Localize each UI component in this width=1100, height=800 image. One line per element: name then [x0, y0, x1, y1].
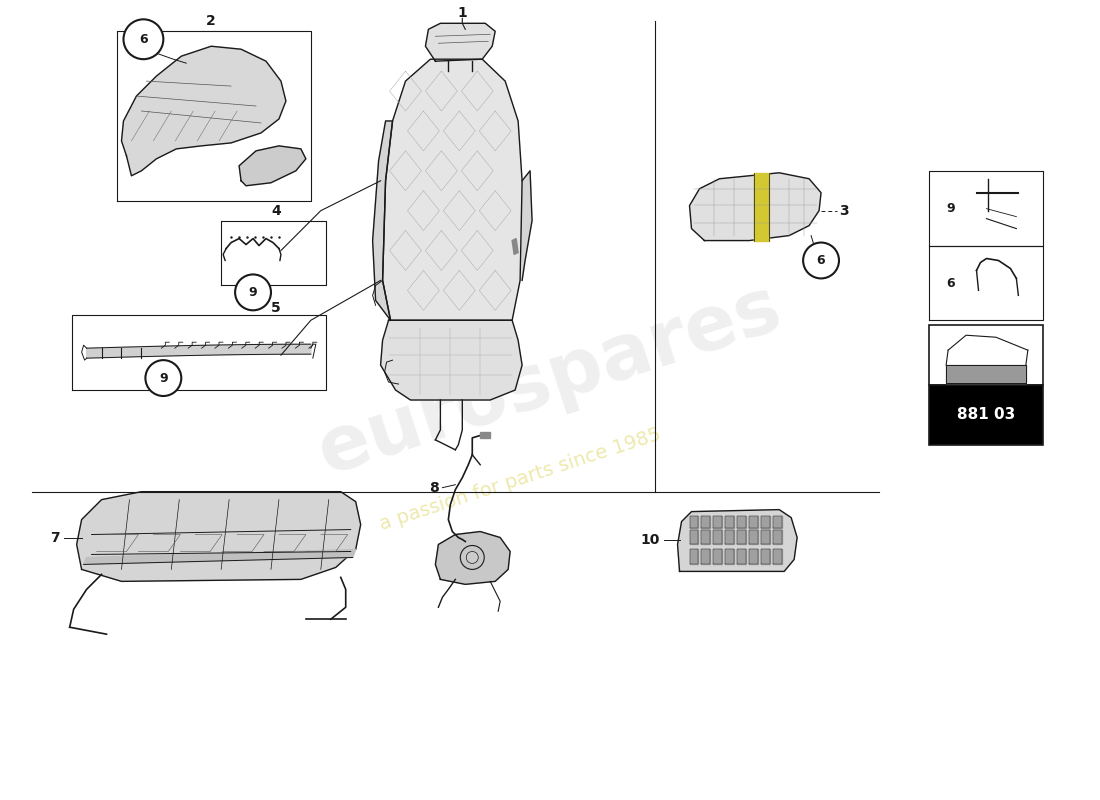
Polygon shape [737, 515, 746, 527]
Polygon shape [481, 432, 491, 438]
Polygon shape [426, 23, 495, 61]
Polygon shape [714, 550, 723, 565]
Polygon shape [737, 550, 746, 565]
Polygon shape [690, 550, 698, 565]
Polygon shape [383, 59, 522, 320]
Polygon shape [761, 550, 770, 565]
Text: 6: 6 [816, 254, 825, 267]
Polygon shape [678, 510, 798, 571]
Text: 9: 9 [160, 371, 167, 385]
Text: eurospares: eurospares [309, 270, 791, 490]
Polygon shape [436, 531, 510, 584]
Polygon shape [702, 515, 711, 527]
Text: 6: 6 [946, 277, 955, 290]
Polygon shape [749, 530, 758, 545]
Circle shape [235, 274, 271, 310]
Polygon shape [121, 46, 286, 176]
Polygon shape [84, 550, 355, 565]
Circle shape [466, 551, 478, 563]
Polygon shape [373, 121, 393, 320]
Polygon shape [737, 530, 746, 545]
Polygon shape [773, 515, 782, 527]
Text: 9: 9 [249, 286, 257, 299]
Polygon shape [513, 238, 518, 254]
Polygon shape [773, 530, 782, 545]
Polygon shape [87, 344, 311, 358]
Text: 6: 6 [139, 33, 147, 46]
Polygon shape [714, 530, 723, 545]
Circle shape [803, 242, 839, 278]
Polygon shape [702, 550, 711, 565]
Circle shape [145, 360, 182, 396]
Text: 9: 9 [946, 202, 955, 215]
Text: 4: 4 [271, 204, 281, 218]
Polygon shape [749, 550, 758, 565]
Text: a passion for parts since 1985: a passion for parts since 1985 [377, 425, 663, 534]
Polygon shape [690, 515, 698, 527]
Polygon shape [725, 550, 735, 565]
Circle shape [123, 19, 163, 59]
Polygon shape [725, 530, 735, 545]
Polygon shape [761, 530, 770, 545]
Polygon shape [755, 173, 769, 241]
Polygon shape [690, 530, 698, 545]
Polygon shape [522, 170, 532, 281]
Text: 7: 7 [51, 530, 59, 545]
Polygon shape [77, 492, 361, 582]
Polygon shape [761, 515, 770, 527]
Text: 881 03: 881 03 [957, 407, 1015, 422]
Polygon shape [239, 146, 306, 186]
Polygon shape [714, 515, 723, 527]
Bar [928, 385, 1043, 445]
Text: 5: 5 [271, 302, 281, 315]
Polygon shape [946, 365, 1026, 383]
Bar [928, 326, 1043, 385]
Text: 2: 2 [207, 14, 216, 28]
Polygon shape [773, 550, 782, 565]
Text: 3: 3 [839, 204, 848, 218]
Polygon shape [381, 320, 522, 400]
Polygon shape [702, 530, 711, 545]
Polygon shape [725, 515, 735, 527]
Text: 1: 1 [458, 6, 468, 20]
Polygon shape [749, 515, 758, 527]
Text: 10: 10 [640, 533, 660, 546]
Polygon shape [690, 173, 821, 241]
Text: 8: 8 [429, 481, 439, 494]
